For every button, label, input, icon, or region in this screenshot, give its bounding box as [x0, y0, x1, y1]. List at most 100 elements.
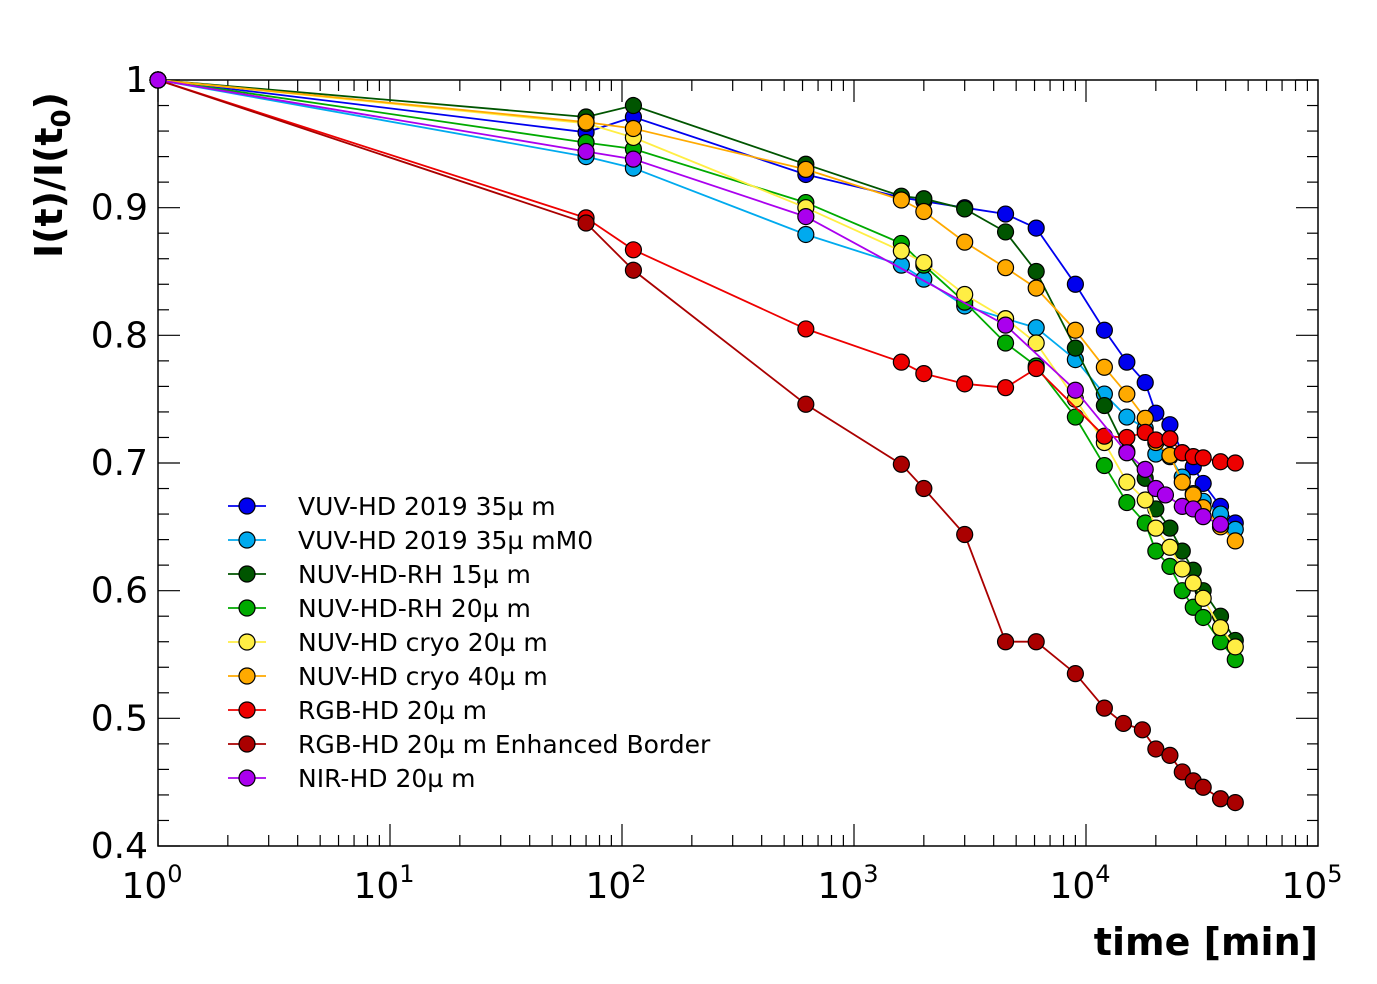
legend-marker	[238, 735, 256, 753]
series-line	[157, 79, 1221, 526]
legend-marker	[238, 769, 256, 787]
series-line	[157, 79, 1236, 524]
legend-entry: RGB-HD 20µ m Enhanced Border	[228, 730, 711, 759]
legend-label: NUV-HD cryo 20µ m	[298, 628, 548, 657]
data-point	[1147, 542, 1165, 560]
data-point	[1118, 493, 1136, 512]
legend-label: NUV-HD cryo 40µ m	[298, 662, 548, 691]
legend-entry: NUV-HD-RH 15µ m	[228, 560, 531, 589]
data-point	[1118, 408, 1136, 426]
data-point	[996, 259, 1015, 277]
data-point	[1211, 790, 1230, 808]
data-point	[1173, 473, 1191, 491]
data-point	[1184, 574, 1202, 592]
legend-entry: NUV-HD cryo 20µ m	[228, 628, 548, 657]
legend-entry: NUV-HD-RH 20µ m	[228, 594, 531, 623]
data-point	[624, 241, 643, 259]
data-point	[1027, 633, 1045, 651]
data-point	[996, 633, 1015, 651]
data-point	[1027, 279, 1045, 297]
data-point	[797, 395, 815, 413]
x-tick-label: 101	[353, 860, 414, 907]
data-point	[1095, 396, 1113, 415]
data-point	[1027, 219, 1045, 237]
data-point	[1027, 319, 1045, 337]
data-point	[797, 208, 815, 226]
legend-marker	[238, 497, 256, 515]
data-point	[1194, 778, 1212, 796]
data-point	[1118, 385, 1136, 403]
data-point	[1161, 538, 1179, 556]
data-point	[1066, 321, 1084, 339]
data-point	[996, 223, 1015, 241]
data-point	[1027, 334, 1045, 352]
data-point	[892, 455, 910, 473]
labels: 100 101 102 103 104 105 0.4 0.5 0.6 0.7 0.8 0.9 1 tim…	[27, 60, 1343, 964]
data-point	[1211, 453, 1230, 471]
data-point	[577, 142, 595, 161]
data-point	[1161, 430, 1179, 448]
legend-marker	[238, 667, 256, 685]
data-point	[892, 191, 910, 209]
y-tick-label: 0.7	[91, 443, 148, 484]
x-tick-label: 103	[817, 860, 878, 907]
x-tick-label: 104	[1049, 860, 1110, 907]
data-point	[1226, 638, 1244, 656]
legend-entry: NIR-HD 20µ m	[228, 764, 475, 793]
data-point	[624, 119, 643, 138]
legend-entry: NUV-HD cryo 40µ m	[228, 662, 548, 691]
data-point	[797, 225, 815, 244]
data-point	[956, 525, 974, 544]
legend-label: RGB-HD 20µ m	[298, 696, 487, 725]
data-point	[1066, 381, 1084, 399]
legend-label: RGB-HD 20µ m Enhanced Border	[298, 730, 711, 759]
data-point	[1095, 699, 1113, 717]
legend-label: NIR-HD 20µ m	[298, 764, 475, 793]
y-tick-label: 0.6	[91, 571, 148, 612]
data-point	[1226, 532, 1244, 550]
data-point	[1066, 275, 1084, 293]
data-point	[1066, 408, 1084, 426]
legend-entry: RGB-HD 20µ m	[228, 696, 487, 725]
y-tick-label: 0.4	[91, 826, 148, 867]
y-tick-label: 0.9	[91, 188, 148, 229]
data-point	[149, 71, 167, 89]
data-point	[1027, 262, 1045, 281]
data-point	[996, 334, 1015, 352]
data-point	[996, 316, 1015, 334]
series-layer	[149, 71, 1244, 812]
data-point	[1066, 665, 1084, 683]
series-6	[149, 71, 1244, 550]
legend-label: VUV-HD 2019 35µ mM0	[298, 526, 593, 555]
data-point	[577, 113, 595, 131]
legend-marker	[238, 633, 256, 651]
legend-label: NUV-HD-RH 15µ m	[298, 560, 531, 589]
data-point	[996, 205, 1015, 223]
data-point	[1118, 428, 1136, 447]
data-point	[1066, 339, 1084, 357]
series-1	[149, 71, 1244, 532]
data-point	[956, 233, 974, 251]
data-point	[996, 379, 1015, 397]
data-point	[1114, 714, 1133, 733]
x-tick-label: 100	[121, 860, 182, 907]
data-point	[577, 214, 595, 232]
data-point	[1226, 793, 1244, 812]
data-point	[1027, 359, 1045, 378]
data-point	[1118, 444, 1136, 462]
data-point	[956, 375, 974, 393]
data-point	[1156, 486, 1175, 504]
data-point	[1095, 456, 1113, 475]
data-point	[1211, 619, 1230, 637]
data-point	[1095, 358, 1113, 376]
data-point	[1136, 373, 1154, 392]
data-point	[1133, 721, 1151, 739]
data-point	[1194, 449, 1212, 467]
data-point	[915, 365, 933, 383]
legend-marker	[238, 565, 256, 583]
series-line	[157, 79, 1236, 531]
data-point	[1147, 519, 1165, 537]
legend-marker	[238, 701, 256, 719]
y-axis-title: I(t)/I(t0)	[27, 92, 77, 258]
